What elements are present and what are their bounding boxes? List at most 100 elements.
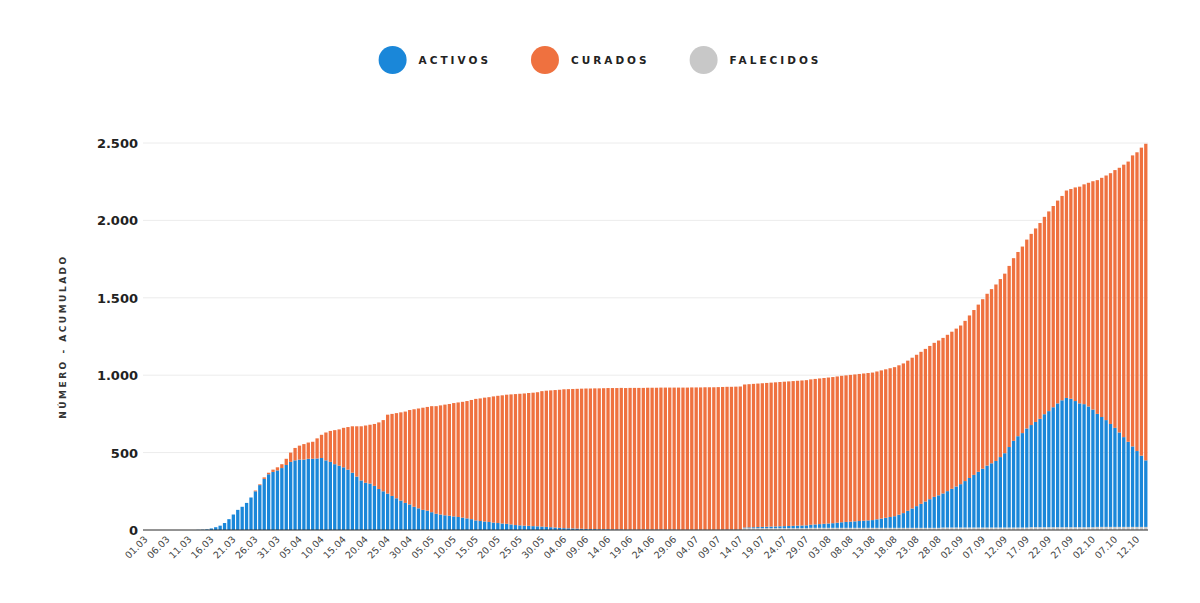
bar-segment [241, 506, 244, 507]
grid-line [143, 220, 1148, 221]
bar-segment [302, 460, 305, 530]
bar-segment [814, 524, 817, 527]
bar-segment [501, 395, 504, 523]
bar-segment [871, 520, 874, 528]
bar-segment [977, 305, 980, 472]
bar-segment [465, 518, 468, 530]
bar-segment [866, 520, 869, 527]
bar-segment [937, 341, 940, 496]
x-tick-label: 15.04 [321, 534, 348, 561]
bar-segment [655, 388, 658, 530]
x-tick-label: 31.03 [255, 534, 282, 561]
x-tick-label: 10.04 [299, 534, 326, 561]
bar-segment [1109, 173, 1112, 424]
bar-segment [236, 509, 239, 510]
bar-segment [858, 374, 861, 521]
x-tick-label: 17.09 [1004, 534, 1031, 561]
bar-segment [267, 473, 270, 475]
bar-segment [1003, 274, 1006, 454]
bar-segment [1131, 446, 1134, 526]
bar-segment [1021, 433, 1024, 527]
bar-segment [324, 460, 327, 530]
bar-segment [223, 523, 226, 524]
bar-segment [576, 389, 579, 529]
bar-segment [686, 388, 689, 530]
bar-segment [968, 478, 971, 528]
bar-segment [527, 526, 530, 530]
bar-segment [994, 461, 997, 528]
bar-segment [783, 526, 786, 528]
bar-segment [615, 388, 618, 529]
bar-segment [1091, 181, 1094, 409]
bar-segment [981, 299, 984, 469]
bar-segment [439, 515, 442, 530]
bar-segment [448, 404, 451, 516]
bar-segment [1109, 424, 1112, 527]
bar-segment [897, 365, 900, 514]
bar-segment [849, 522, 852, 528]
bar-segment [955, 487, 958, 528]
legend-swatch [379, 46, 407, 74]
bar-segment [267, 474, 270, 530]
bar-segment [364, 483, 367, 530]
bar-segment [1043, 414, 1046, 527]
bar-segment [236, 510, 239, 530]
bar-segment [395, 413, 398, 498]
bar-segment [523, 526, 526, 530]
bar-segment [620, 388, 623, 529]
bar-segment [822, 524, 825, 528]
bar-segment [483, 521, 486, 530]
bar-segment [827, 378, 830, 524]
x-tick-label: 26.03 [233, 534, 260, 561]
bar-segment [888, 517, 891, 528]
bar-segment [946, 335, 949, 491]
bar-segment [677, 388, 680, 530]
bar-segment [315, 438, 318, 458]
bar-segment [990, 463, 993, 527]
bar-segment [1127, 442, 1130, 527]
bars [196, 144, 1147, 530]
bar-segment [373, 486, 376, 530]
bar-segment [315, 458, 318, 530]
legend-item: FALECIDOS [690, 46, 822, 74]
bar-segment [448, 516, 451, 530]
bar-segment [399, 412, 402, 500]
bar-segment [346, 427, 349, 470]
bar-segment [509, 394, 512, 524]
bar-segment [368, 484, 371, 530]
bar-segment [210, 528, 213, 529]
bar-segment [959, 326, 962, 485]
bar-segment [492, 396, 495, 522]
y-tick-label: 0 [129, 523, 138, 538]
bar-segment [474, 399, 477, 521]
bar-segment [875, 371, 878, 519]
bar-segment [1074, 401, 1077, 527]
bar-segment [999, 457, 1002, 527]
bar-segment [227, 519, 230, 530]
bar-segment [404, 412, 407, 503]
bar-segment [668, 388, 671, 530]
bar-segment [496, 396, 499, 523]
bar-segment [1078, 187, 1081, 404]
y-axis-label: NÚMERO - ACUMULADO [57, 254, 68, 419]
bar-segment [880, 519, 883, 528]
bar-segment [457, 517, 460, 530]
bar-segment [792, 381, 795, 526]
bar-segment [1087, 406, 1090, 527]
bar-segment [1118, 168, 1121, 433]
y-tick-label: 2.500 [97, 136, 138, 151]
bar-segment [1034, 422, 1037, 527]
bar-segment [241, 507, 244, 530]
bar-segment [774, 382, 777, 526]
bar-segment [818, 378, 821, 524]
bar-segment [382, 491, 385, 530]
bar-segment [470, 519, 473, 530]
x-tick-label: 04.06 [541, 534, 568, 561]
bar-segment [875, 519, 878, 528]
bar-segment [761, 383, 764, 527]
bar-segment [1082, 184, 1085, 404]
x-tick-label: 11.03 [167, 534, 194, 561]
bar-segment [664, 388, 667, 530]
x-tick-label: 12.10 [1114, 534, 1141, 561]
bar-segment [421, 510, 424, 530]
